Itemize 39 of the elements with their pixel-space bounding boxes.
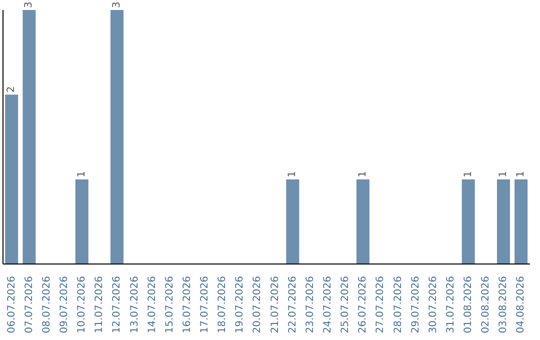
x-tick-label: 15.07.2026 (164, 276, 176, 334)
x-tick-label: 03.08.2026 (498, 276, 510, 334)
data-label: 1 (516, 170, 527, 178)
x-tick-label: 31.07.2026 (445, 276, 456, 334)
x-tick-label: 28.07.2026 (392, 276, 404, 334)
x-tick-label: 09.07.2026 (58, 276, 70, 334)
x-tick-label: 24.07.2026 (322, 276, 334, 334)
x-tick-label: 19.07.2026 (234, 276, 246, 334)
data-label: 2 (6, 86, 18, 93)
x-tick-label: 12.07.2026 (112, 276, 123, 334)
x-tick-label: 01.08.2026 (463, 276, 474, 334)
x-tick-label: 23.07.2026 (304, 276, 316, 334)
x-tick-label: 25.07.2026 (340, 276, 352, 334)
x-tick-label: 16.07.2026 (182, 276, 193, 334)
x-tick-label: 13.07.2026 (129, 276, 140, 334)
data-label: 1 (498, 170, 509, 178)
x-tick-label: 29.07.2026 (410, 276, 422, 334)
x-tick-label: 18.07.2026 (217, 276, 228, 334)
x-tick-label: 17.07.2026 (200, 276, 211, 334)
x-tick-label: 27.07.2026 (375, 276, 386, 334)
data-label: 1 (76, 170, 88, 178)
data-label: 3 (112, 2, 123, 8)
data-label: 1 (357, 170, 368, 178)
x-tick-label: 20.07.2026 (252, 276, 264, 334)
x-tick-label: 22.07.2026 (287, 276, 298, 334)
x-tick-label: 02.08.2026 (480, 276, 492, 334)
x-tick-label: 06.07.2026 (6, 276, 18, 334)
data-label: 1 (462, 170, 474, 178)
x-tick-label: 14.07.2026 (146, 276, 158, 334)
x-tick-label: 30.07.2026 (428, 276, 439, 334)
x-tick-label: 11.07.2026 (94, 276, 106, 334)
x-tick-label: 26.07.2026 (358, 276, 369, 334)
data-label: 3 (24, 2, 35, 8)
x-tick-label: 08.07.2026 (41, 276, 52, 334)
x-tick-label: 10.07.2026 (76, 276, 88, 334)
x-tick-label: 21.07.2026 (270, 276, 281, 334)
data-label: 1 (287, 170, 298, 178)
x-tick-label: 04.08.2026 (516, 276, 527, 334)
x-tick-label: 07.07.2026 (24, 276, 35, 334)
